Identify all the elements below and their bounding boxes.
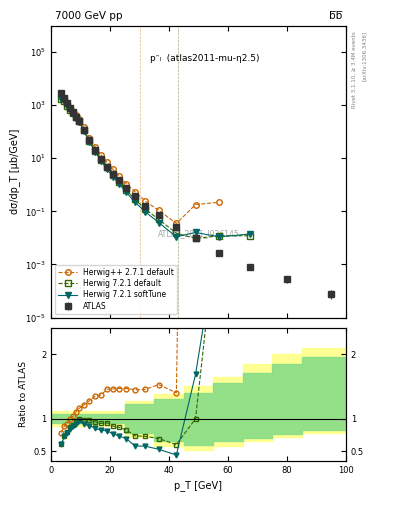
Herwig++ 2.7.1 default — [111, 166, 116, 173]
Text: ATLAS_2011_I926145: ATLAS_2011_I926145 — [158, 229, 239, 238]
Herwig 7.2.1 softTune — [65, 103, 70, 109]
Herwig 7.2.1 softTune — [105, 166, 109, 172]
Herwig 7.2.1 default — [74, 114, 79, 120]
Herwig++ 2.7.1 default — [124, 181, 129, 187]
Herwig 7.2.1 default — [111, 172, 116, 178]
Herwig 7.2.1 default — [59, 96, 64, 102]
Herwig 7.2.1 softTune — [74, 115, 79, 121]
Text: 7000 GeV pp: 7000 GeV pp — [55, 11, 123, 21]
Herwig 7.2.1 default — [105, 164, 109, 170]
Herwig++ 2.7.1 default — [143, 198, 148, 204]
Herwig++ 2.7.1 default — [105, 159, 109, 165]
Herwig 7.2.1 softTune — [71, 111, 75, 117]
Herwig++ 2.7.1 default — [77, 116, 81, 122]
Herwig 7.2.1 default — [193, 236, 198, 242]
X-axis label: p_T [GeV]: p_T [GeV] — [174, 480, 222, 491]
Line: Herwig 7.2.1 softTune: Herwig 7.2.1 softTune — [59, 96, 253, 240]
Herwig++ 2.7.1 default — [74, 113, 79, 119]
Text: Rivet 3.1.10, ≥ 3.4M events: Rivet 3.1.10, ≥ 3.4M events — [352, 31, 357, 108]
Text: pᵔₗ  (atlas2011-mu-η2.5): pᵔₗ (atlas2011-mu-η2.5) — [150, 54, 259, 62]
Herwig 7.2.1 softTune — [124, 189, 129, 196]
Herwig++ 2.7.1 default — [68, 105, 73, 111]
Herwig 7.2.1 default — [156, 216, 161, 222]
Herwig++ 2.7.1 default — [81, 124, 86, 131]
Herwig++ 2.7.1 default — [193, 202, 198, 208]
Herwig++ 2.7.1 default — [62, 96, 67, 102]
Herwig 7.2.1 default — [77, 118, 81, 124]
Herwig 7.2.1 softTune — [143, 209, 148, 215]
Herwig++ 2.7.1 default — [87, 135, 92, 141]
Text: b̅b̅: b̅b̅ — [329, 11, 342, 21]
Herwig++ 2.7.1 default — [65, 101, 70, 107]
Herwig 7.2.1 default — [81, 127, 86, 133]
Herwig++ 2.7.1 default — [156, 207, 161, 214]
Legend: Herwig++ 2.7.1 default, Herwig 7.2.1 default, Herwig 7.2.1 softTune, ATLAS: Herwig++ 2.7.1 default, Herwig 7.2.1 def… — [55, 265, 177, 314]
Herwig++ 2.7.1 default — [59, 93, 64, 99]
Herwig 7.2.1 softTune — [174, 233, 179, 240]
Herwig 7.2.1 default — [217, 233, 222, 239]
Herwig++ 2.7.1 default — [217, 199, 222, 205]
Herwig++ 2.7.1 default — [93, 144, 98, 150]
Line: Herwig++ 2.7.1 default: Herwig++ 2.7.1 default — [59, 93, 222, 226]
Herwig 7.2.1 softTune — [93, 149, 98, 155]
Herwig 7.2.1 default — [99, 157, 104, 163]
Herwig 7.2.1 softTune — [193, 229, 198, 236]
Herwig 7.2.1 softTune — [81, 127, 86, 134]
Herwig 7.2.1 softTune — [68, 107, 73, 113]
Text: [arXiv:1306.3436]: [arXiv:1306.3436] — [362, 31, 367, 81]
Herwig 7.2.1 default — [93, 148, 98, 154]
Herwig 7.2.1 softTune — [133, 199, 138, 205]
Herwig 7.2.1 softTune — [77, 119, 81, 125]
Herwig 7.2.1 softTune — [156, 220, 161, 226]
Herwig 7.2.1 default — [68, 106, 73, 113]
Y-axis label: Ratio to ATLAS: Ratio to ATLAS — [18, 361, 28, 428]
Herwig 7.2.1 softTune — [248, 231, 252, 237]
Herwig 7.2.1 default — [143, 206, 148, 212]
Herwig++ 2.7.1 default — [133, 188, 138, 195]
Herwig 7.2.1 default — [62, 98, 67, 104]
Herwig 7.2.1 default — [174, 230, 179, 237]
Line: Herwig 7.2.1 default: Herwig 7.2.1 default — [59, 96, 253, 241]
Y-axis label: dσ/dp_T [μb/GeV]: dσ/dp_T [μb/GeV] — [9, 129, 20, 214]
Herwig 7.2.1 default — [71, 111, 75, 117]
Herwig++ 2.7.1 default — [174, 220, 179, 226]
Herwig++ 2.7.1 default — [99, 152, 104, 158]
Herwig 7.2.1 default — [117, 179, 121, 185]
Herwig 7.2.1 softTune — [62, 98, 67, 104]
Herwig 7.2.1 default — [65, 103, 70, 109]
Herwig 7.2.1 default — [133, 197, 138, 203]
Herwig 7.2.1 default — [248, 233, 252, 239]
Herwig++ 2.7.1 default — [71, 109, 75, 115]
Herwig 7.2.1 softTune — [111, 174, 116, 180]
Herwig 7.2.1 softTune — [117, 181, 121, 187]
Herwig 7.2.1 softTune — [59, 96, 64, 102]
Herwig++ 2.7.1 default — [117, 173, 121, 179]
Herwig 7.2.1 softTune — [87, 139, 92, 145]
Herwig 7.2.1 softTune — [99, 158, 104, 164]
Herwig 7.2.1 default — [124, 187, 129, 194]
Herwig 7.2.1 default — [87, 138, 92, 144]
Herwig 7.2.1 softTune — [217, 233, 222, 240]
